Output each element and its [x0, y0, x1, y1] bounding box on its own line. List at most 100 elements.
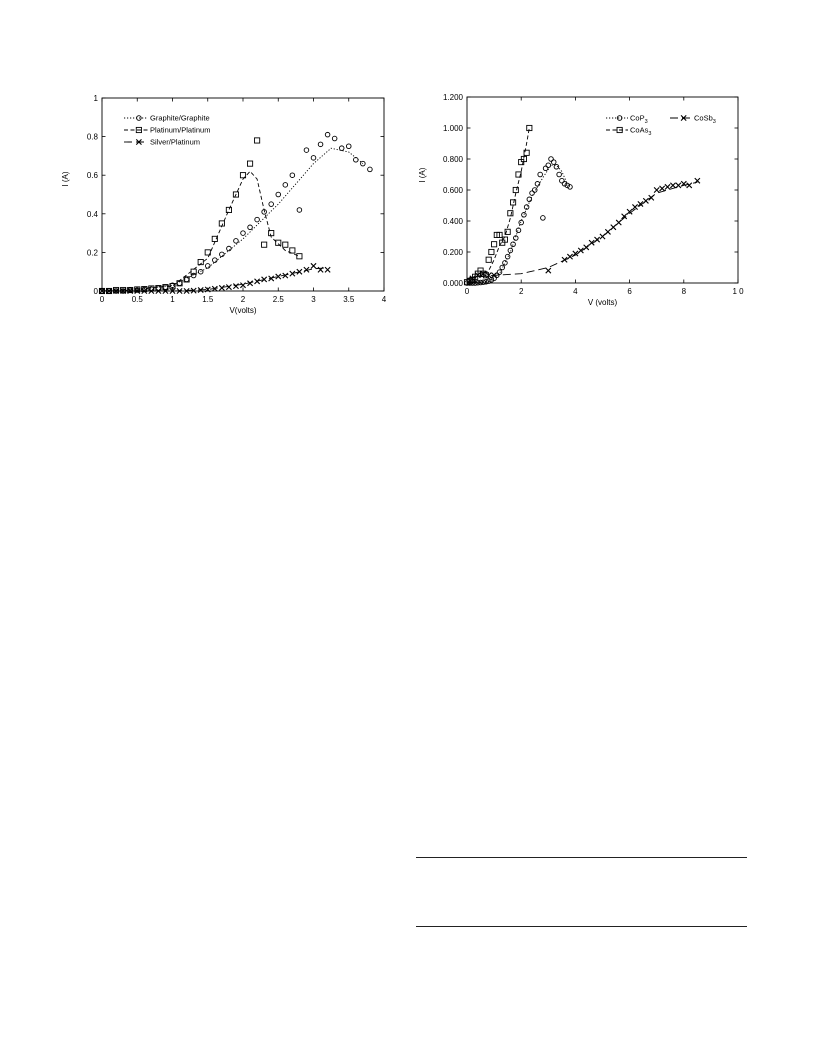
plot-frame [101, 97, 385, 292]
data-point [475, 279, 481, 286]
data-point [268, 230, 275, 237]
data-point [594, 236, 601, 243]
data-point [515, 227, 522, 234]
data-point [232, 283, 239, 290]
data-point [212, 257, 218, 263]
data-point [501, 236, 508, 243]
series-1 [464, 156, 573, 286]
data-point [246, 160, 254, 167]
data-point [485, 278, 492, 284]
data-point [289, 172, 296, 178]
data-point [296, 268, 303, 275]
legend: Graphite/Graphite Platinum/Platinum Silver… [124, 114, 210, 147]
data-point [502, 260, 508, 266]
data-point [518, 219, 524, 226]
data-point [141, 288, 148, 294]
data-point [254, 278, 261, 285]
data-point [317, 266, 324, 273]
data-point [680, 180, 687, 187]
data-point [559, 177, 565, 184]
data-point [211, 285, 218, 292]
data-point [491, 275, 497, 282]
data-point [534, 181, 541, 187]
data-point [515, 171, 522, 178]
data-point [204, 286, 211, 293]
data-point [669, 182, 676, 189]
data-point [346, 143, 352, 150]
y-tick-label: 0.2 [87, 248, 99, 257]
data-point [317, 141, 324, 148]
x-tick-label: 0.5 [132, 295, 144, 304]
data-point [564, 182, 571, 189]
data-point [610, 224, 617, 231]
legend-label-base: CoP [630, 114, 645, 123]
data-point [507, 210, 514, 217]
data-point [496, 269, 503, 275]
data-point [353, 157, 359, 163]
data-point [504, 253, 511, 260]
plot-frame [466, 96, 739, 284]
data-point [296, 253, 303, 260]
y-tick-label: 0.4 [87, 210, 99, 219]
data-point [324, 131, 331, 138]
data-point [577, 247, 584, 254]
data-point [550, 159, 557, 165]
legend-label-subscript: 3 [713, 119, 716, 125]
data-point [499, 264, 505, 271]
data-point [261, 276, 268, 283]
series-3 [99, 262, 331, 294]
data-point [491, 241, 498, 248]
data-point [480, 270, 487, 277]
data-point [176, 288, 183, 294]
series-1-trend-line [101, 147, 364, 292]
data-point [261, 241, 268, 248]
data-point [599, 233, 606, 240]
data-point [545, 267, 552, 274]
x-tick-label: 1.5 [202, 295, 214, 304]
legend-marker [136, 115, 142, 121]
data-point [531, 187, 538, 193]
data-point [183, 288, 190, 294]
data-point [626, 208, 633, 215]
data-point [540, 215, 546, 221]
legend-label: CoAs3 [630, 126, 651, 138]
data-point [542, 165, 549, 172]
data-point [488, 248, 495, 256]
data-point [526, 124, 533, 132]
data-point [127, 286, 134, 294]
y-tick-label: 0.800 [443, 155, 464, 164]
x-tick-label: 4 [573, 287, 578, 296]
chart-left-svg: 0 0.5 1 1.5 2 2.5 3 3.5 4 0 0.2 0.4 0.6 0.8 1 V(volts) I… [61, 94, 387, 315]
data-point [120, 286, 127, 294]
x-axis-title: V (volts) [588, 298, 618, 307]
legend-label: Silver/Platinum [150, 138, 200, 147]
data-point [485, 272, 492, 279]
y-tick-label: 1.000 [443, 124, 464, 133]
data-point [113, 286, 120, 294]
chart-right: 0 2 4 6 8 1 0 0.000 0.200 0.400 0.600 0.800 1.000 1.… [416, 88, 756, 320]
legend-marker [680, 115, 687, 121]
data-point [529, 190, 535, 196]
data-point [232, 191, 240, 198]
data-point [537, 171, 543, 178]
legend-label-subscript: 3 [648, 131, 651, 137]
data-point [686, 182, 693, 189]
data-point [659, 185, 666, 192]
data-point [190, 287, 197, 294]
data-point [204, 249, 211, 256]
series-3 [466, 177, 701, 282]
legend-label: Platinum/Platinum [150, 126, 210, 135]
data-point [567, 184, 573, 190]
data-point [219, 251, 225, 258]
data-point [303, 147, 310, 153]
series-2 [463, 124, 533, 286]
data-point [134, 288, 141, 294]
y-tick-label: 0 [94, 287, 99, 296]
x-tick-label: 3 [311, 295, 316, 304]
data-point [510, 199, 517, 206]
data-point [324, 266, 331, 273]
data-point [296, 207, 303, 213]
data-point [183, 276, 190, 283]
data-point [127, 288, 134, 294]
